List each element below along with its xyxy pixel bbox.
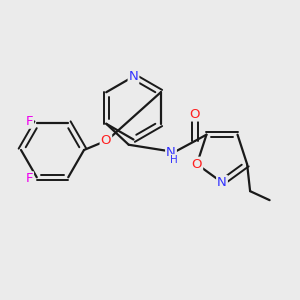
Text: H: H: [170, 154, 178, 165]
Text: F: F: [26, 172, 33, 185]
Text: N: N: [129, 70, 138, 83]
Text: N: N: [217, 176, 227, 189]
Text: O: O: [192, 158, 202, 171]
Text: F: F: [26, 115, 33, 128]
Text: O: O: [100, 134, 111, 147]
Text: N: N: [166, 146, 176, 160]
Text: O: O: [190, 107, 200, 121]
